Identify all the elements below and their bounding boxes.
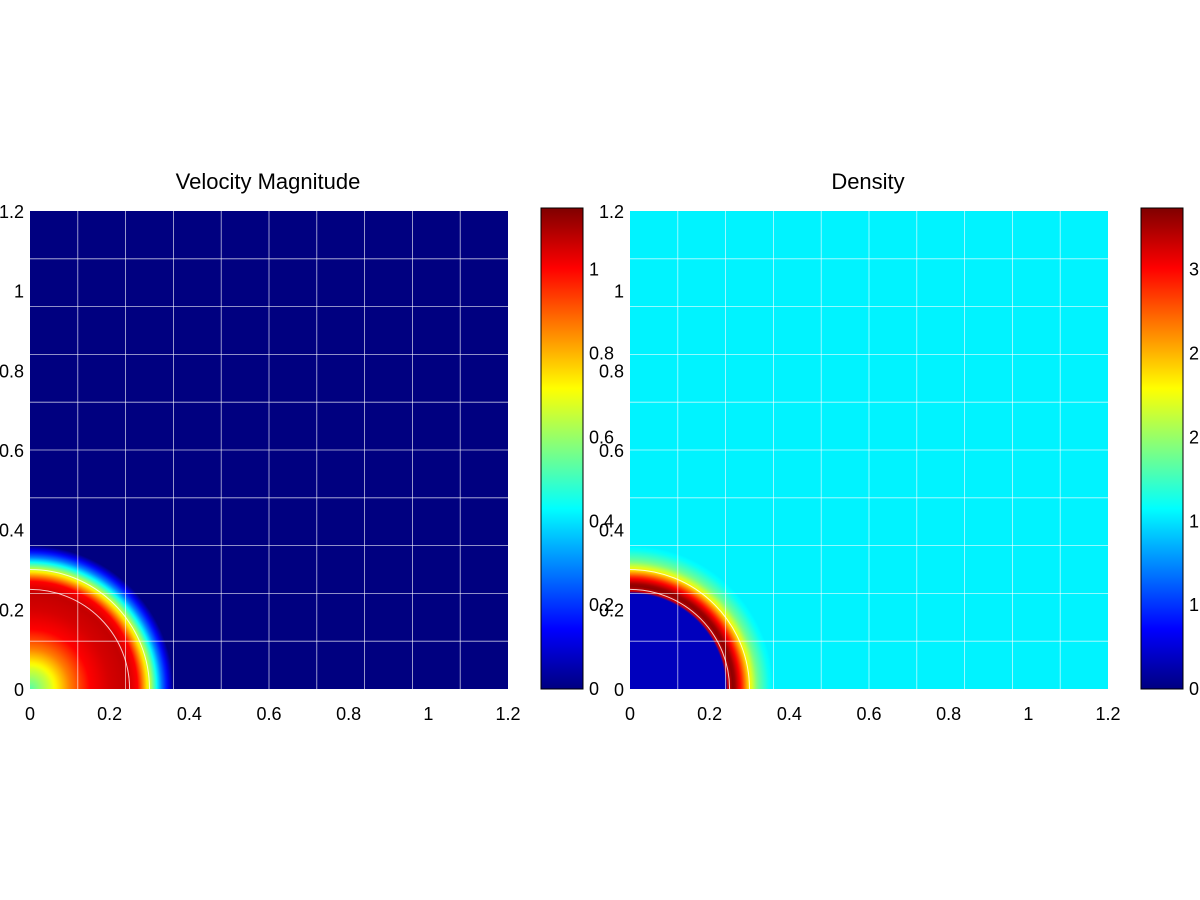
heatmap-field <box>30 545 174 689</box>
y-tick-label: 0.4 <box>599 521 624 541</box>
colorbar-tick-label: 1 <box>1189 511 1199 531</box>
chart-title: Velocity Magnitude <box>176 169 361 194</box>
colorbar-tick-label: 0 <box>1189 679 1199 699</box>
contour-arc <box>30 588 131 689</box>
y-tick-label: 1.2 <box>599 202 624 222</box>
y-tick-label: 0.8 <box>599 361 624 381</box>
y-tick-label: 0 <box>14 680 24 700</box>
colorbar-tick-label: 1 <box>1189 595 1199 615</box>
x-tick-label: 0.2 <box>97 704 122 724</box>
x-tick-label: 0.6 <box>256 704 281 724</box>
y-tick-label: 0 <box>614 680 624 700</box>
x-tick-label: 0.8 <box>336 704 361 724</box>
colorbar-tick-label: 3 <box>1189 260 1199 280</box>
colorbar-tick-label: 0.2 <box>589 595 614 615</box>
y-tick-label: 1.2 <box>0 202 24 222</box>
y-tick-label: 0.6 <box>0 441 24 461</box>
chart-title: Density <box>831 169 904 194</box>
contour-arc <box>30 569 150 689</box>
y-tick-label: 0.2 <box>599 600 624 620</box>
y-tick-label: 1 <box>14 282 24 302</box>
x-tick-label: 1 <box>423 704 433 724</box>
x-tick-label: 0.8 <box>936 704 961 724</box>
colorbar-tick-label: 0 <box>589 679 599 699</box>
heatmap-field <box>630 545 774 689</box>
y-tick-label: 0.2 <box>0 600 24 620</box>
x-tick-label: 1.2 <box>1095 704 1120 724</box>
colorbar <box>540 207 584 690</box>
colorbar-tick-label: 2 <box>1189 344 1199 364</box>
y-tick-label: 1 <box>614 282 624 302</box>
x-tick-label: 0 <box>625 704 635 724</box>
y-tick-label: 0.4 <box>0 521 24 541</box>
x-tick-label: 0.4 <box>777 704 802 724</box>
panel-0: Velocity Magnitude 0 0.2 0.4 0.6 0.8 1 1.2 0 0.2 0… <box>0 169 614 724</box>
x-tick-label: 1.2 <box>495 704 520 724</box>
y-tick-label: 0.6 <box>599 441 624 461</box>
x-tick-label: 0.2 <box>697 704 722 724</box>
panel-1: Density 0 0.2 0.4 0.6 0.8 1 1.2 0 0.2 0.4 0.6 0.8 1 1.… <box>599 169 1199 724</box>
colorbar-tick-label: 2 <box>1189 427 1199 447</box>
colorbar-tick-label: 1 <box>589 260 599 280</box>
contour-arc <box>630 588 731 689</box>
x-tick-label: 1 <box>1023 704 1033 724</box>
colorbar-tick-label: 0.4 <box>589 511 614 531</box>
colorbar-tick-label: 0.6 <box>589 427 614 447</box>
y-tick-label: 0.8 <box>0 361 24 381</box>
colorbar-tick-label: 0.8 <box>589 344 614 364</box>
x-tick-label: 0.6 <box>856 704 881 724</box>
x-tick-label: 0.4 <box>177 704 202 724</box>
colorbar <box>1140 207 1184 690</box>
x-tick-label: 0 <box>25 704 35 724</box>
contour-arc <box>630 569 750 689</box>
